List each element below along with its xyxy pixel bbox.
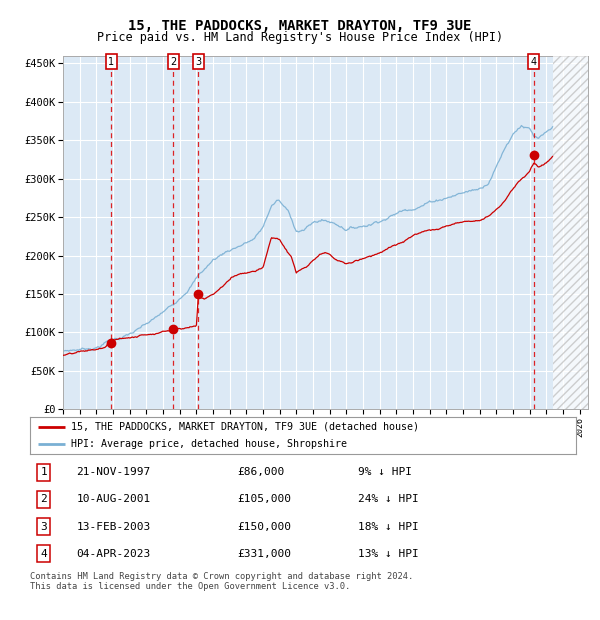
Text: £331,000: £331,000: [238, 549, 292, 559]
Text: 1: 1: [40, 467, 47, 477]
Text: HPI: Average price, detached house, Shropshire: HPI: Average price, detached house, Shro…: [71, 439, 347, 449]
Bar: [553, 56, 588, 409]
Text: 10-AUG-2001: 10-AUG-2001: [76, 495, 151, 505]
Text: 13% ↓ HPI: 13% ↓ HPI: [358, 549, 418, 559]
Text: £86,000: £86,000: [238, 467, 285, 477]
Text: 9% ↓ HPI: 9% ↓ HPI: [358, 467, 412, 477]
Text: 13-FEB-2003: 13-FEB-2003: [76, 521, 151, 531]
Text: Price paid vs. HM Land Registry's House Price Index (HPI): Price paid vs. HM Land Registry's House …: [97, 31, 503, 44]
Text: 4: 4: [531, 56, 537, 66]
Text: 3: 3: [40, 521, 47, 531]
Text: Contains HM Land Registry data © Crown copyright and database right 2024.
This d: Contains HM Land Registry data © Crown c…: [30, 572, 413, 591]
Text: 04-APR-2023: 04-APR-2023: [76, 549, 151, 559]
Text: £150,000: £150,000: [238, 521, 292, 531]
Text: 2: 2: [170, 56, 176, 66]
Text: 18% ↓ HPI: 18% ↓ HPI: [358, 521, 418, 531]
Text: 15, THE PADDOCKS, MARKET DRAYTON, TF9 3UE: 15, THE PADDOCKS, MARKET DRAYTON, TF9 3U…: [128, 19, 472, 33]
Text: 4: 4: [40, 549, 47, 559]
Text: 15, THE PADDOCKS, MARKET DRAYTON, TF9 3UE (detached house): 15, THE PADDOCKS, MARKET DRAYTON, TF9 3U…: [71, 422, 419, 432]
Text: 3: 3: [195, 56, 202, 66]
Text: 1: 1: [108, 56, 114, 66]
Text: £105,000: £105,000: [238, 495, 292, 505]
Text: 24% ↓ HPI: 24% ↓ HPI: [358, 495, 418, 505]
Text: 2: 2: [40, 495, 47, 505]
Text: 21-NOV-1997: 21-NOV-1997: [76, 467, 151, 477]
